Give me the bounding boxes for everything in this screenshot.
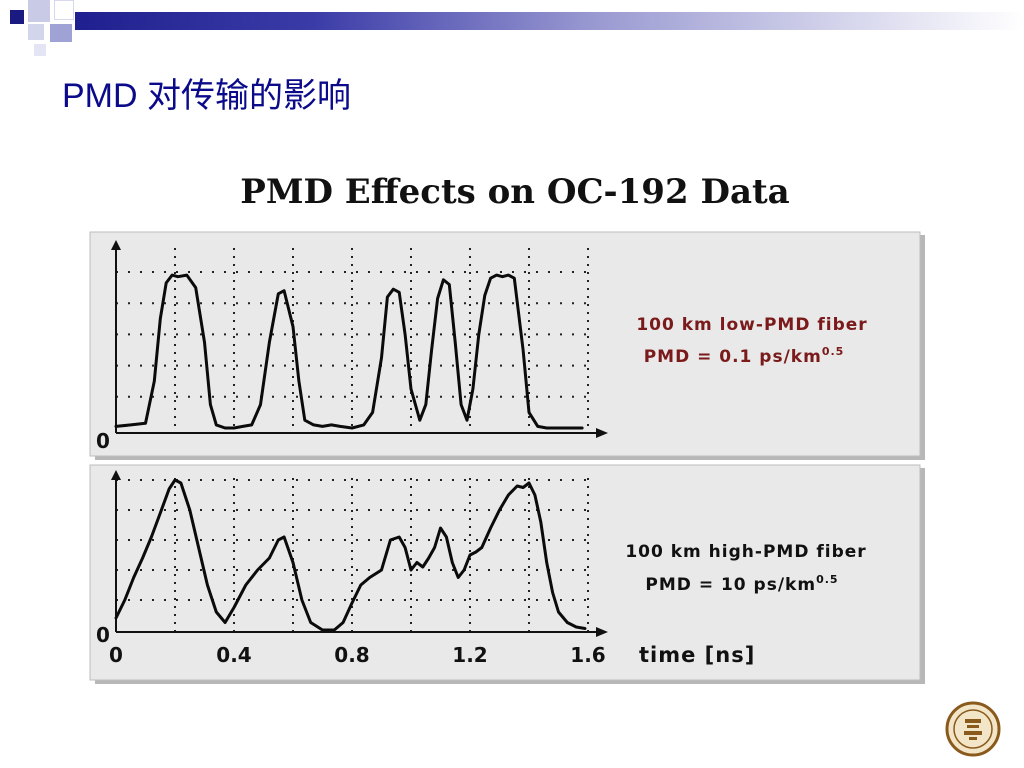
decoration-square <box>10 10 24 24</box>
y-axis-arrow <box>111 470 121 480</box>
university-seal-logo <box>945 701 1001 757</box>
plot-high-pmd <box>111 470 608 637</box>
slide-title: PMD 对传输的影响 <box>62 77 351 115</box>
x-axis-label: time [ns] <box>639 643 755 667</box>
annotation-bottom-exponent: 0.5 <box>816 573 839 586</box>
figure-title: PMD Effects on OC-192 Data <box>240 172 789 212</box>
annotation-top-line2: PMD = 0.1 ps/km0.5 <box>644 345 845 367</box>
x-tick-label: 1.2 <box>452 643 487 667</box>
x-tick-label: 0.8 <box>334 643 369 667</box>
waveform-trace <box>114 478 587 632</box>
annotation-top-exponent: 0.5 <box>822 345 845 358</box>
annotation-bottom-line1: 100 km high-PMD fiber <box>625 542 866 562</box>
x-tick-label: 1.6 <box>570 643 605 667</box>
y-tick-label-bottom: 0 <box>96 623 110 647</box>
figure-title-band <box>90 160 928 232</box>
annotation-bottom-line2: PMD = 10 ps/km0.5 <box>645 573 838 595</box>
decoration-square <box>34 44 46 56</box>
annotation-top-line2-prefix: PMD = 0.1 ps/km <box>644 347 822 367</box>
annotation-top-line1: 100 km low-PMD fiber <box>636 315 867 335</box>
panel-top <box>89 231 925 460</box>
x-axis-arrow <box>596 627 608 637</box>
y-tick-label-top: 0 <box>96 429 110 453</box>
x-tick-label: 0.4 <box>216 643 251 667</box>
x-axis-arrow <box>596 428 608 438</box>
decoration-square <box>50 24 72 42</box>
y-axis-arrow <box>111 240 121 250</box>
title-decoration-bar <box>75 12 1024 30</box>
annotation-bottom-line2-prefix: PMD = 10 ps/km <box>645 575 816 595</box>
x-tick-label: 0 <box>109 643 123 667</box>
plot-low-pmd <box>111 240 608 438</box>
decoration-square <box>28 24 44 40</box>
decoration-square <box>54 0 74 20</box>
waveform-trace <box>114 273 584 430</box>
decoration-square <box>28 0 50 22</box>
x-tick-labels: 0 0.4 0.8 1.2 1.6 <box>109 643 606 667</box>
